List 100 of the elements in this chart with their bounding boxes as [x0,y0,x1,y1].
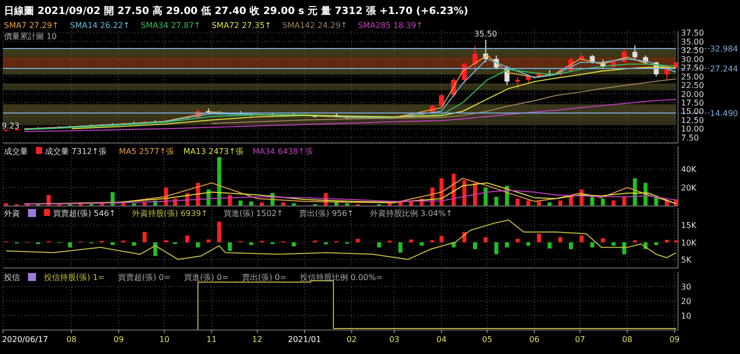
x-tick-label: 10 [159,335,170,344]
bar [153,242,158,256]
text: MA13 2473↑張 [183,147,244,156]
chart-title: 成交量 [4,147,28,156]
text: SMA142 24.29↑ [282,21,348,30]
x-tick-label: 07 [574,335,586,344]
candlestick [439,93,444,108]
annotation: 外資持股比例 3.04%↑ [370,209,452,218]
bar [484,237,488,242]
bar [558,200,562,206]
x-tick-label: 05 [482,335,492,344]
ref-line-label: 27.244 [710,64,738,74]
y-tick-label: 20 [681,297,692,306]
line-series [6,220,676,260]
text: SMA285 18.39↑ [358,21,423,30]
y-tick-label: 20K [681,184,698,193]
text: 投信持股(張) 1= [43,273,105,282]
bar [345,203,350,206]
y-tick-label: 40K [681,165,698,174]
x-tick-label: 09 [669,335,680,344]
y-tick-label: 37.50 [681,28,704,38]
bar [440,236,444,242]
bar [612,200,616,206]
bar [526,200,530,206]
x-tick-label: 03 [389,335,400,344]
bar [590,242,594,248]
candlestick [472,45,478,72]
bar [462,180,466,206]
bar [4,203,8,206]
legend-label: 成交量 7312↑張 [45,147,107,156]
line-series [24,190,676,205]
bar [228,242,232,251]
x-tick-label: 12 [252,335,262,344]
bar [206,240,211,242]
y-tick-label: 10K [681,238,698,248]
bar [536,234,541,242]
y-tick-label: 32.50 [681,46,704,56]
y-tick-label: 35.00 [681,37,704,46]
text: 外資持股(張) 6939↑ [132,209,208,218]
y-tick-label: 22.50 [681,81,704,90]
x-tick-label: 08 [622,335,632,344]
line-series [24,98,676,132]
bar [356,238,360,242]
y-tick-label: 27.50 [681,64,704,73]
bar [292,203,296,206]
bar [398,242,402,253]
bar [548,242,552,248]
chart-title: 投信 [3,273,20,282]
annotation: 9.23 [2,121,20,130]
text: SMA14 26.22↑ [70,21,130,30]
bar [494,242,498,254]
ref-line-label: 32.984 [710,44,738,54]
bar [473,242,478,250]
bar [494,196,498,206]
y-tick-label: 15K [681,221,698,230]
candlestick [632,44,638,60]
bar [292,242,296,246]
legend-label: 買賣超(張) 546↑ [53,209,116,218]
annotation: 買賣超(張) 0= [118,273,171,282]
y-tick-label: 10.00 [681,124,704,134]
bar [622,242,626,254]
y-tick-label: 30.00 [681,54,704,64]
bar [580,235,584,242]
y-tick-label: 17.50 [681,98,704,108]
y-tick-label: 20.00 [681,90,704,99]
bar [185,235,190,242]
x-tick-label: 08 [66,335,77,344]
annotation: 賣出(張) 0= [242,273,287,282]
chart-title: 日線圖 2021/09/02 開 27.50 高 29.00 低 27.40 收 29.00 s 元 量 7312 張 +1.70 (+6.23%) [4,5,468,17]
bar [600,198,605,206]
y-tick-label: 30 [681,282,692,292]
x-tick-label: 2021/01 [288,335,322,344]
text: SMA72 27.35↑ [212,21,272,30]
x-tick-label: 2020/06/17 [2,335,48,344]
bar [484,188,488,206]
chart-title: 外資 [4,209,20,218]
annotation: 買進(張) 1502↑ [223,209,284,218]
text: SMA7 27.29↑ [4,21,59,30]
annotation: 35.50 [474,30,498,39]
bar [238,200,243,206]
y-tick-label: 15.00 [681,107,704,116]
y-tick-label: 10 [681,312,692,320]
bar [568,242,573,250]
text: MA34 6438↑張 [252,147,313,156]
bar [132,203,136,206]
bar [142,232,147,242]
bar [110,242,115,246]
ref-line-label: 14.490 [710,109,738,118]
x-tick-label: 04 [436,335,447,344]
bar [600,238,605,242]
annotation: 投信持股比例 0.00%= [299,273,383,282]
x-tick-label: 09 [114,335,124,344]
x-tick-label: 02 [346,335,357,344]
bar [516,238,520,242]
x-tick-label: 06 [529,335,540,344]
bar [654,242,658,246]
bar [558,237,562,242]
bar [249,242,254,246]
bar [409,240,414,242]
bar [377,242,382,248]
